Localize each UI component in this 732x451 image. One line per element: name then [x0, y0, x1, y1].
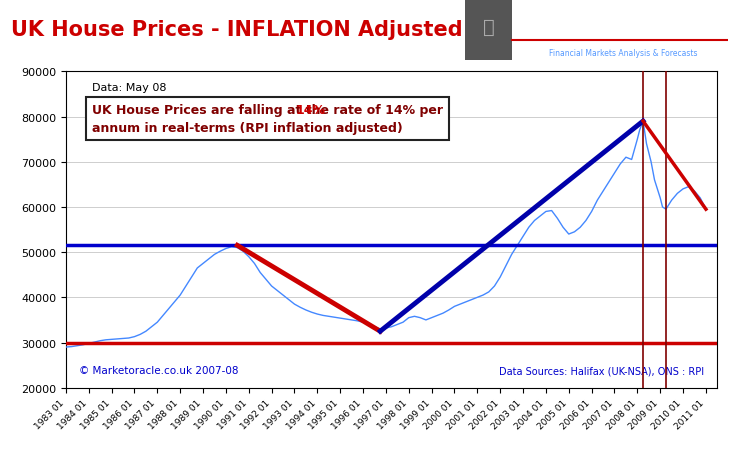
Text: UK House Prices are falling at the rate of 14% per
annum in real-terms (RPI infl: UK House Prices are falling at the rate …: [92, 104, 443, 135]
Text: 14%: 14%: [296, 104, 326, 117]
Text: 👤: 👤: [482, 18, 494, 37]
Text: © Marketoracle.co.uk 2007-08: © Marketoracle.co.uk 2007-08: [79, 365, 239, 375]
Text: Financial Markets Analysis & Forecasts: Financial Markets Analysis & Forecasts: [549, 48, 697, 57]
Text: Data Sources: Halifax (UK-NSA), ONS : RPI: Data Sources: Halifax (UK-NSA), ONS : RP…: [499, 365, 704, 375]
Text: MarketOracle.co.uk: MarketOracle.co.uk: [554, 12, 692, 25]
Bar: [465, 0, 512, 61]
Text: Data: May 08: Data: May 08: [92, 83, 166, 93]
Text: UK House Prices - INFLATION Adjusted: UK House Prices - INFLATION Adjusted: [11, 20, 463, 40]
